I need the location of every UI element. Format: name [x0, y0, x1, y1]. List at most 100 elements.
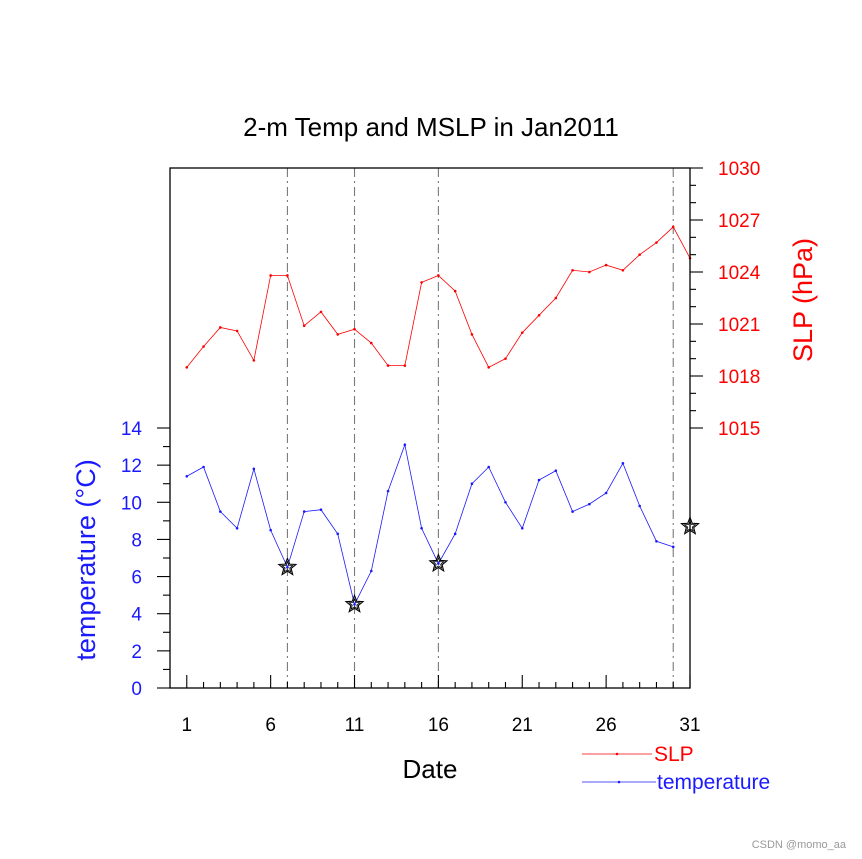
- y-right-tick-label: 1027: [718, 211, 760, 232]
- temperature-point: [403, 443, 407, 447]
- SLP-point: [319, 310, 323, 314]
- star-marker-inner: [348, 597, 361, 610]
- SLP-point: [537, 314, 541, 317]
- temperature-point: [487, 465, 491, 469]
- y-right-axis-label: SLP (hPa): [788, 238, 818, 362]
- SLP-point: [302, 324, 306, 328]
- SLP-point: [420, 281, 423, 284]
- SLP-point: [386, 364, 390, 367]
- x-tick-label: 26: [596, 715, 617, 736]
- SLP-point: [621, 268, 625, 272]
- plot-frame: [169, 167, 691, 689]
- y-right-tick-label: 1015: [718, 419, 760, 440]
- temperature-point: [621, 461, 625, 465]
- x-tick-label: 21: [512, 715, 533, 736]
- SLP-point: [219, 326, 222, 329]
- y-right-tick-label: 1021: [718, 315, 760, 336]
- temperature-point: [302, 510, 306, 513]
- temperature-point: [537, 478, 541, 482]
- y-left-axis-label: temperature (°C): [71, 459, 101, 660]
- SLP-point: [487, 366, 491, 369]
- temperature-point: [336, 532, 340, 536]
- SLP-point: [202, 345, 205, 348]
- SLP-point: [571, 268, 574, 272]
- temperature-point: [453, 532, 457, 536]
- legend: SLP temperature: [582, 743, 770, 794]
- temperature-point: [437, 562, 440, 565]
- temperature-point: [520, 526, 524, 530]
- SLP-point: [453, 289, 457, 293]
- temperature-point: [235, 526, 239, 530]
- SLP-point: [588, 270, 591, 274]
- star-markers: [277, 515, 700, 613]
- x-tick-label: 6: [265, 715, 276, 736]
- y-left-tick-label: 14: [121, 419, 143, 440]
- SLP-point: [437, 274, 440, 277]
- y-left-tick-label: 8: [131, 530, 142, 551]
- star-marker-inner: [432, 556, 445, 569]
- SLP-point: [655, 241, 658, 244]
- star-marker-outer: [344, 593, 365, 613]
- legend-temperature-label: temperature: [657, 771, 770, 794]
- y-right-tick-label: 1018: [718, 367, 760, 388]
- temperature-line: [186, 443, 674, 606]
- SLP-point: [671, 225, 675, 229]
- temperature-series: [185, 443, 675, 606]
- star-marker-inner: [281, 560, 294, 573]
- y-left-tick-label: 2: [131, 642, 142, 663]
- y-right-axis: 1015 1018 1021 1024 1027 1030: [690, 159, 761, 440]
- SLP-point: [353, 327, 356, 331]
- temperature-point: [571, 510, 574, 513]
- SLP-point: [336, 333, 340, 336]
- legend-temperature-marker: [617, 780, 621, 784]
- legend-slp-label: SLP: [654, 743, 694, 766]
- SLP-point: [470, 333, 474, 336]
- x-tick-label: 11: [345, 715, 365, 736]
- SLP-point: [235, 329, 239, 333]
- temperature-point: [420, 526, 423, 530]
- temperature-point: [252, 467, 256, 471]
- SLP-point: [554, 296, 558, 300]
- temperature-point: [504, 500, 507, 504]
- temperature-point: [638, 504, 641, 508]
- y-left-tick-label: 0: [131, 679, 142, 700]
- temperature-point: [185, 474, 189, 478]
- SLP-point: [638, 253, 641, 256]
- y-left-tick-label: 6: [131, 568, 142, 589]
- SLP-point: [403, 364, 407, 367]
- SLP-point: [504, 357, 507, 360]
- temperature-point: [219, 510, 222, 513]
- star-marker-outer: [277, 556, 298, 576]
- y-right-tick-label: 1024: [718, 263, 761, 284]
- SLP-point: [520, 331, 524, 334]
- chart-title: 2-m Temp and MSLP in Jan2011: [243, 112, 619, 142]
- x-tick-label: 16: [428, 715, 449, 736]
- temperature-point: [269, 528, 272, 532]
- x-axis: 1 6 11 16 21 26 31: [181, 675, 701, 736]
- y-left-tick-label: 4: [131, 605, 142, 626]
- x-axis-label: Date: [403, 754, 458, 784]
- temperature-point: [286, 565, 289, 569]
- SLP-point: [286, 274, 289, 277]
- SLP-point: [369, 341, 373, 345]
- x-tick-label: 1: [181, 715, 192, 736]
- y-left-tick-label: 10: [121, 493, 142, 514]
- SLP-point: [269, 274, 272, 277]
- temperature-point: [386, 489, 390, 493]
- temperature-point: [604, 491, 608, 495]
- SLP-point: [604, 263, 608, 267]
- slp-series: [185, 225, 692, 369]
- y-left-tick-label: 12: [121, 456, 142, 477]
- temperature-point: [202, 465, 205, 469]
- SLP-point: [185, 366, 189, 369]
- SLP-point: [252, 359, 256, 362]
- legend-slp-marker: [615, 752, 619, 756]
- y-left-axis: 0 2 4 6 8 10 12 14: [121, 419, 170, 700]
- reference-lines: [286, 168, 674, 688]
- temperature-point: [671, 545, 675, 549]
- y-right-tick-label: 1030: [718, 159, 760, 180]
- temperature-point: [319, 508, 323, 512]
- temperature-point: [369, 569, 373, 573]
- temperature-point: [353, 603, 356, 606]
